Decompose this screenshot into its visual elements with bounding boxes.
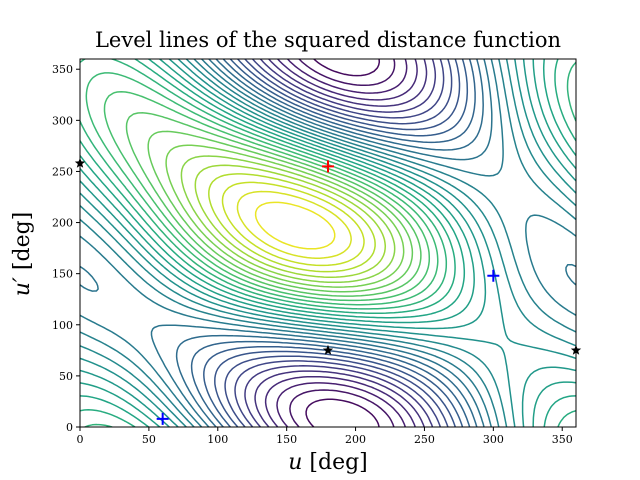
contour-level-line — [80, 59, 576, 427]
x-tick-label: 100 — [207, 433, 228, 446]
minimum-marker — [487, 269, 500, 282]
x-tick-label: 350 — [552, 433, 573, 446]
contour-level-line — [305, 59, 381, 427]
minimum-marker — [156, 412, 169, 425]
y-axis-variable: u′ — [10, 277, 35, 297]
contour-level-line — [254, 201, 336, 250]
contour-level-line — [244, 59, 437, 427]
contour-level-line — [85, 72, 439, 306]
y-tick-label: 250 — [52, 165, 73, 178]
y-tick-label: 350 — [52, 63, 73, 76]
contour-level-line — [80, 59, 576, 427]
contour-level-line — [80, 59, 576, 427]
y-tick-label: 300 — [52, 114, 73, 127]
contour-level-line — [80, 59, 576, 427]
x-axis-variable: u — [288, 450, 303, 475]
x-tick-label: 200 — [345, 433, 366, 446]
contour-level-line — [125, 112, 422, 297]
contour-level-line — [194, 164, 387, 278]
contour-level-line — [175, 59, 484, 427]
contour-level-line — [203, 59, 469, 427]
contour-level-line — [180, 155, 396, 284]
contour-level-line — [221, 181, 365, 267]
contour-level-line — [264, 59, 418, 427]
y-tick-label: 200 — [52, 217, 73, 230]
contour-level-line — [224, 59, 453, 427]
plot-frame — [79, 58, 577, 428]
contour-level-line — [103, 90, 431, 302]
contour-level-line — [236, 190, 352, 259]
contour-level-line — [208, 173, 376, 273]
contour-level-line — [214, 59, 461, 427]
y-axis-unit: [deg] — [10, 211, 35, 278]
contour-level-line — [190, 59, 476, 427]
y-tick-label: 50 — [59, 370, 73, 383]
y-axis-label: u′ [deg] — [10, 184, 35, 324]
x-axis-unit: [deg] — [302, 450, 368, 475]
x-axis-label: u [deg] — [80, 450, 576, 475]
contour-level-line — [147, 130, 414, 293]
y-tick-label: 0 — [66, 421, 73, 434]
contour-level-line — [234, 59, 445, 427]
contour-level-line — [80, 59, 576, 427]
x-tick-label: 0 — [77, 433, 84, 446]
contour-level-line — [165, 144, 405, 288]
x-tick-label: 250 — [414, 433, 435, 446]
contour-level-line — [80, 59, 576, 427]
contour-level-line — [80, 59, 576, 427]
x-tick-label: 50 — [142, 433, 156, 446]
y-tick-label: 100 — [52, 319, 73, 332]
contour-level-line — [276, 59, 408, 427]
contour-level-line — [80, 59, 576, 427]
chart-title: Level lines of the squared distance func… — [94, 28, 562, 52]
contour-level-line — [289, 59, 396, 427]
x-tick-label: 300 — [483, 433, 504, 446]
contour-level-line — [80, 59, 576, 427]
x-axis-ticks: 0 50 100 150 200 250 300 350 — [77, 427, 573, 446]
maximum-marker — [322, 160, 334, 173]
contour-level-line — [254, 59, 428, 427]
y-tick-label: 150 — [52, 268, 73, 281]
x-tick-label: 150 — [276, 433, 297, 446]
contour-lines — [80, 59, 576, 427]
saddle-point-marker — [322, 344, 334, 355]
contour-level-line — [80, 59, 576, 427]
y-axis-ticks: 0 50 100 150 200 250 300 350 — [52, 63, 80, 434]
